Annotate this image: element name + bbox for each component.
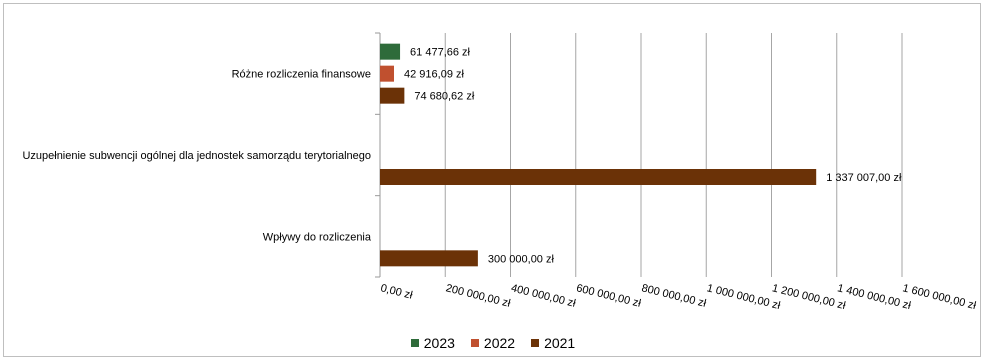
- bar-2021-0: [380, 87, 405, 104]
- bar-2021-2: [380, 250, 478, 267]
- legend-label-2022: 2022: [483, 335, 516, 351]
- legend-swatch-2022: [470, 339, 479, 347]
- legend: 2023 2022 2021: [0, 335, 986, 351]
- bar-2022-0: [380, 65, 395, 82]
- x-tick-label-4: 800 000,00 zł: [640, 282, 708, 310]
- data-label-2021-1: 1 337 007,00 zł: [826, 172, 902, 184]
- data-label-2022-0: 42 916,09 zł: [404, 69, 464, 81]
- x-tick-label-0: 0,00 zł: [379, 282, 414, 302]
- category-label-0: Różne rozliczenia finansowe: [232, 69, 371, 81]
- bar-2021-1: [380, 169, 817, 185]
- x-tick-label-8: 1 600 000,00 zł: [901, 282, 977, 312]
- data-label-2021-0: 74 680,62 zł: [414, 91, 474, 103]
- legend-swatch-2021: [531, 339, 540, 347]
- legend-item-2021: 2021: [531, 335, 575, 351]
- legend-label-2021: 2021: [544, 335, 576, 351]
- legend-swatch-2023: [410, 339, 419, 347]
- x-tick-label-5: 1 000 000,00 zł: [706, 282, 782, 312]
- x-tick-label-7: 1 400 000,00 zł: [836, 282, 912, 312]
- data-label-2023-0: 61 477,66 zł: [410, 47, 470, 59]
- x-tick-label-6: 1 200 000,00 zł: [771, 282, 847, 312]
- legend-label-2023: 2023: [423, 335, 455, 351]
- category-label-1: Uzupełnienie subwencji ogólnej dla jedno…: [22, 150, 371, 162]
- legend-item-2023: 2023: [410, 335, 455, 351]
- x-tick-label-1: 200 000,00 zł: [445, 282, 513, 310]
- bar-2023-0: [380, 43, 401, 60]
- x-tick-label-2: 400 000,00 zł: [510, 282, 578, 310]
- legend-item-2022: 2022: [470, 335, 516, 351]
- data-label-2021-2: 300 000,00 zł: [488, 253, 555, 265]
- x-tick-label-3: 600 000,00 zł: [575, 282, 643, 310]
- category-label-2: Wpływy do rozliczenia: [263, 231, 372, 243]
